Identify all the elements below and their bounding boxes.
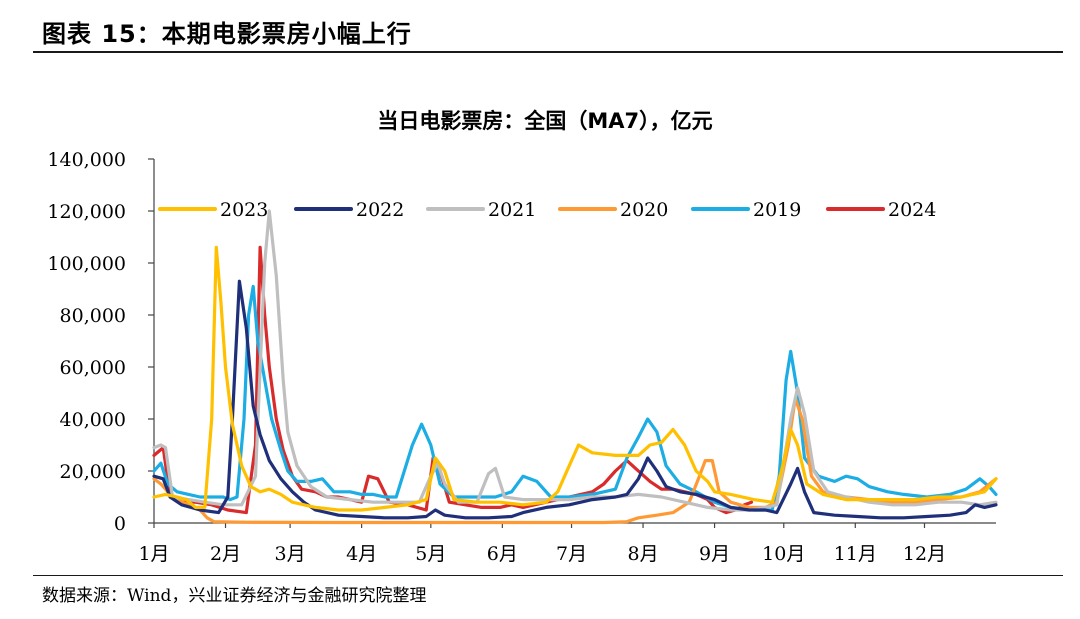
x-axis: 1月 2月 3月 4月 5月 6月 7月 8月 9月 10月 11月 12月 — [138, 522, 996, 565]
series-line-2023 — [152, 245, 998, 512]
y-tick-label: 60,000 — [60, 357, 126, 379]
x-tick-label: 11月 — [834, 543, 877, 565]
legend-label-2024: 2024 — [888, 199, 936, 221]
legend-label-2022: 2022 — [356, 199, 404, 221]
x-tick-label: 1月 — [138, 543, 169, 565]
x-tick-label: 3月 — [275, 543, 306, 565]
chart-title: 当日电影票房：全国（MA7），亿元 — [377, 109, 712, 133]
x-tick-label: 7月 — [556, 543, 587, 565]
x-tick-label: 6月 — [487, 543, 518, 565]
y-tick-label: 20,000 — [60, 461, 126, 483]
x-tick-label: 8月 — [628, 543, 659, 565]
x-tick-label: 5月 — [415, 543, 446, 565]
source-note: 数据来源：Wind，兴业证券经济与金融研究院整理 — [42, 586, 427, 606]
x-tick-label: 4月 — [346, 543, 377, 565]
line-chart: 当日电影票房：全国（MA7），亿元 0 20,000 40,000 60,000 80,… — [47, 109, 998, 565]
y-tick-label: 40,000 — [60, 409, 126, 431]
legend-label-2023: 2023 — [220, 199, 268, 221]
legend-label-2021: 2021 — [488, 199, 536, 221]
top-divider — [33, 51, 1063, 53]
x-tick-label: 9月 — [699, 543, 730, 565]
y-tick-label: 140,000 — [47, 149, 126, 171]
y-tick-label: 100,000 — [47, 253, 126, 275]
legend-label-2020: 2020 — [620, 199, 668, 221]
legend-label-2019: 2019 — [753, 199, 801, 221]
series-line-2022 — [152, 279, 998, 520]
legend: 2023 2022 2021 2020 2019 2024 — [158, 199, 936, 221]
report-title: 图表 15：本期电影票房小幅上行 — [42, 20, 412, 48]
series-line-2019 — [152, 284, 998, 512]
x-tick-label: 10月 — [762, 543, 805, 565]
series-layer — [152, 209, 998, 525]
series-line-2021 — [152, 209, 998, 512]
y-tick-label: 120,000 — [47, 201, 126, 223]
y-tick-label: 80,000 — [60, 305, 126, 327]
y-tick-label: 0 — [114, 513, 126, 535]
bottom-divider — [33, 575, 1063, 576]
x-tick-label: 12月 — [903, 543, 946, 565]
x-tick-label: 2月 — [210, 543, 241, 565]
y-axis: 0 20,000 40,000 60,000 80,000 100,000 120,000 1… — [47, 149, 155, 535]
